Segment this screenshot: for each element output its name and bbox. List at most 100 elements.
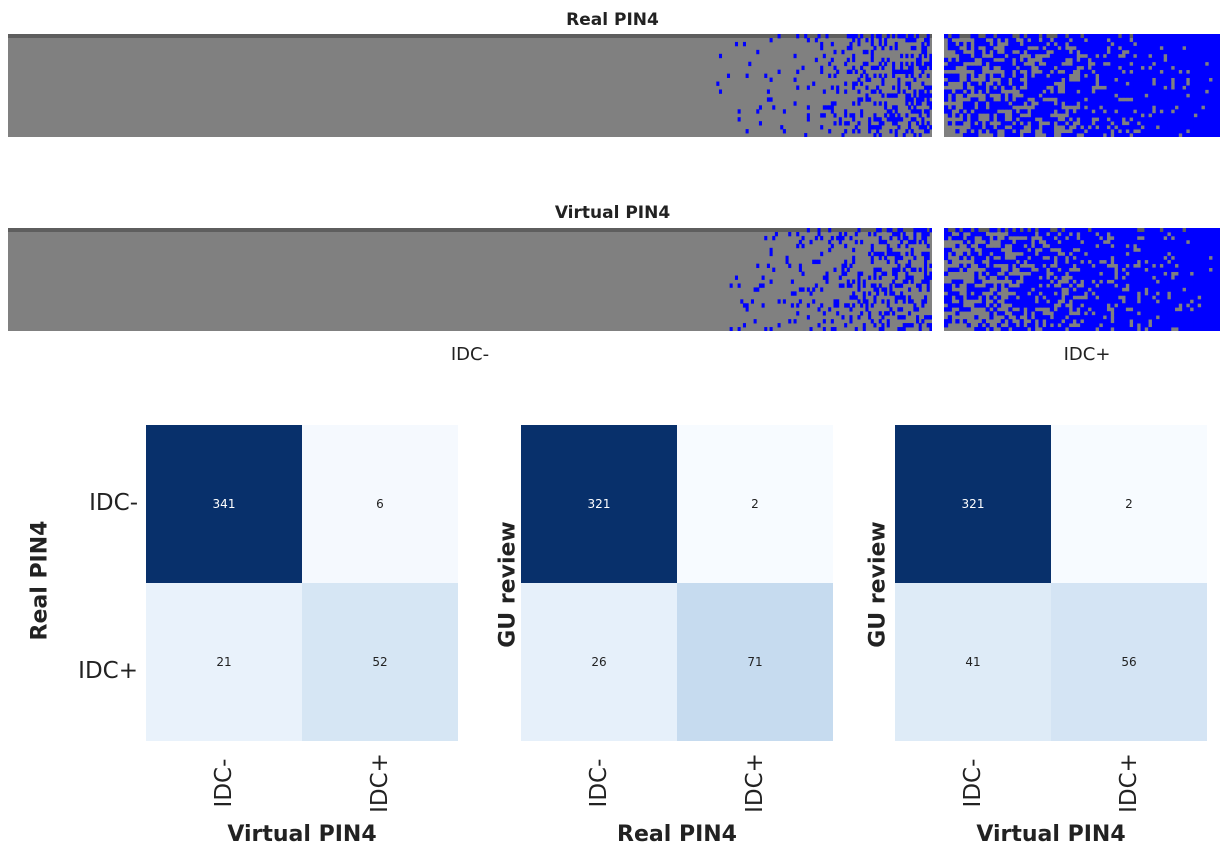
strip-positive-mark [1099,109,1104,114]
strip-positive-mark [1178,243,1183,249]
strip-positive-mark [951,105,956,110]
strip-positive-mark [1163,275,1168,280]
strip-positive-mark [1015,247,1021,253]
strip-positive-mark [959,279,964,284]
strip-positive-mark [873,113,877,118]
strip-positive-mark [1193,319,1198,324]
strip-positive-mark [1136,271,1141,276]
strip-positive-mark [1030,247,1036,253]
strip-positive-mark [1133,283,1138,288]
strip-positive-mark [1197,251,1202,257]
strip-positive-mark [1019,109,1024,114]
strip-positive-mark [1023,121,1028,126]
strip-positive-mark [947,299,952,304]
strip-positive-mark [1208,113,1213,118]
strip-positive-mark [817,34,821,39]
strip-positive-mark [1064,77,1070,82]
strip-positive-mark [892,105,896,110]
strip-positive-mark [1140,61,1145,67]
strip-positive-mark [860,73,864,78]
strip-positive-mark [1046,133,1051,137]
strip-positive-mark [1030,121,1036,126]
strip-positive-mark [1114,259,1119,265]
strip-positive-mark [1174,34,1179,39]
strip-positive-mark [1114,323,1119,328]
strip-positive-mark [841,133,845,137]
strip-positive-mark [857,101,861,106]
strip-positive-mark [1046,287,1051,292]
strip-positive-mark [989,267,994,272]
strip-positive-mark [878,133,882,137]
strip-positive-mark [822,275,826,280]
strip-positive-mark [1155,93,1160,98]
strip-positive-mark [1008,69,1013,75]
strip-positive-mark [1046,327,1051,331]
strip-positive-mark [841,263,845,269]
strip-positive-mark [1080,93,1085,98]
strip-positive-mark [1159,271,1164,276]
strip-positive-mark [926,113,930,118]
strip-positive-mark [1091,295,1096,300]
strip-positive-mark [1178,235,1183,241]
strip-positive-mark [1193,283,1198,288]
strip-positive-mark [1204,85,1210,90]
strip-positive-mark [924,239,928,245]
strip-positive-mark [1201,41,1206,47]
strip-positive-mark [1167,34,1172,39]
strip-positive-mark [996,323,1002,328]
strip-positive-mark [1034,315,1039,320]
strip-positive-mark [1212,303,1217,308]
strip-positive-mark [959,303,964,308]
strip-positive-mark [1087,41,1092,47]
strip-positive-mark [1072,231,1077,237]
strip-positive-mark [1212,101,1217,106]
strip-positive-mark [1182,57,1187,63]
strip-positive-mark [820,287,824,292]
strip-positive-mark [1091,259,1096,265]
strip-positive-mark [1208,41,1213,47]
strip-positive-mark [1167,101,1172,106]
x-axis-title: Virtual PIN4 [227,822,377,847]
strip-positive-mark [1057,255,1062,261]
strip-positive-mark [981,235,986,241]
strip-positive-mark [1140,259,1145,265]
strip-positive-mark [1148,121,1153,126]
strip-positive-mark [1087,231,1092,237]
strip-positive-mark [1049,287,1055,292]
strip-positive-mark [1140,291,1145,296]
strip-positive-mark [1114,61,1119,67]
strip-positive-mark [1144,81,1149,86]
strip-positive-mark [1208,307,1213,312]
strip-positive-mark [966,45,971,51]
strip-positive-mark [1197,69,1202,75]
strip-positive-mark [947,61,952,67]
strip-positive-mark [1064,81,1070,86]
strip-positive-mark [1216,283,1220,288]
strip-positive-mark [1125,295,1130,300]
strip-positive-mark [1129,65,1134,71]
strip-positive-mark [959,109,964,114]
strip-positive-mark [918,93,922,98]
strip-positive-mark [981,251,986,257]
strip-positive-mark [1201,299,1206,304]
strip-positive-mark [1167,85,1172,90]
strip-positive-mark [1042,267,1047,272]
strip-positive-mark [918,61,922,67]
strip-positive-mark [1185,53,1191,59]
strip-positive-mark [1091,255,1096,261]
strip-positive-mark [1000,101,1005,106]
strip-positive-mark [1095,121,1100,126]
strip-positive-mark [1072,259,1077,265]
strip-positive-mark [796,303,800,308]
strip-positive-mark [1076,81,1081,86]
col-label-idc-pos: IDC+ [367,753,393,813]
strip-positive-mark [1053,323,1058,328]
strip-positive-mark [926,61,930,67]
strip-positive-mark [926,287,930,292]
strip-positive-mark [993,247,998,253]
strip-positive-mark [870,34,874,39]
strip-positive-mark [1038,89,1043,94]
strip-positive-mark [1204,129,1210,134]
strip-positive-mark [894,295,898,300]
strip-positive-mark [1068,65,1073,71]
